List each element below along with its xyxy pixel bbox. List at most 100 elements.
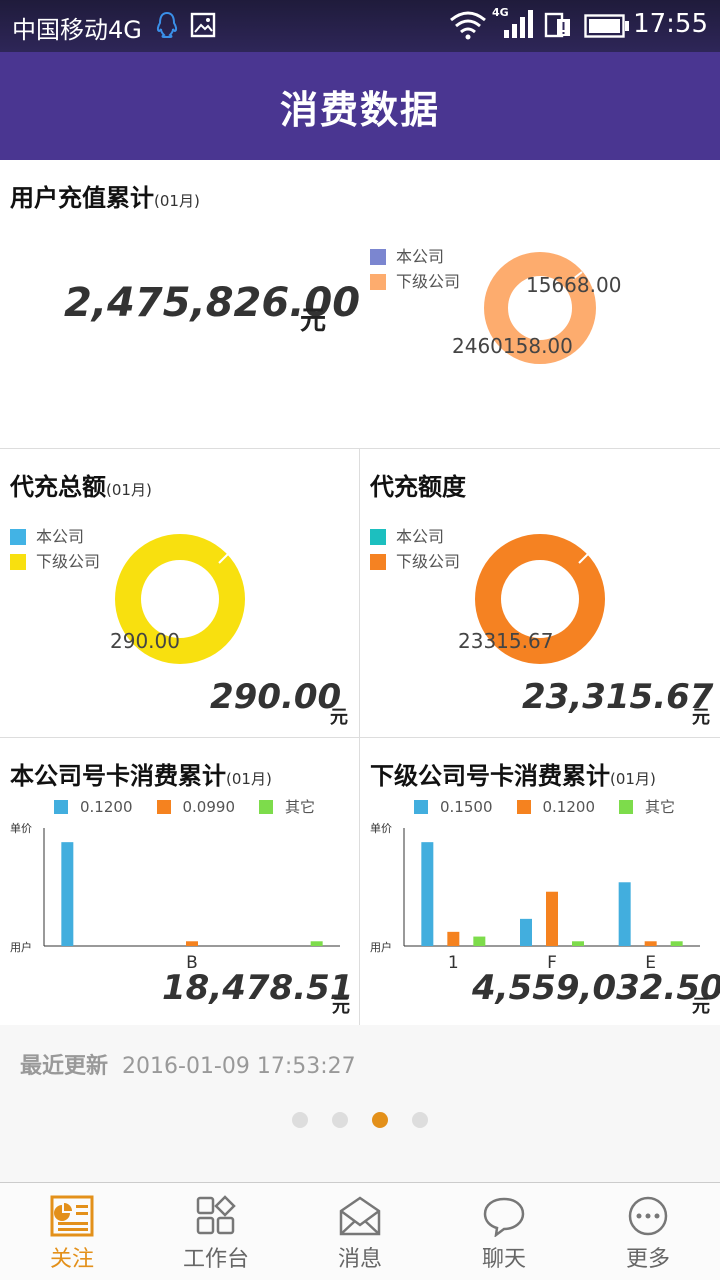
legend-label: 下级公司 xyxy=(396,272,461,291)
proxy-quota-title-text: 代充额度 xyxy=(370,473,466,501)
follow-icon xyxy=(50,1195,94,1237)
proxy-quota-panel[interactable]: 代充额度 本公司 下级公司 23315.67 23,315.67 元 xyxy=(360,449,720,737)
legend-swatch xyxy=(54,799,68,814)
recharge-legend: 本公司 下级公司 xyxy=(370,244,460,294)
legend-label: 下级公司 xyxy=(36,552,101,571)
bar[interactable] xyxy=(644,941,657,946)
category-label: E xyxy=(645,953,656,973)
y-axis-label-top: 单价 xyxy=(370,822,392,835)
bar[interactable] xyxy=(572,941,584,946)
recharge-donut[interactable] xyxy=(480,248,600,368)
donut-separator xyxy=(572,271,583,280)
legend-item: 0.1500 xyxy=(414,796,493,817)
proxy-quota-title: 代充额度 xyxy=(370,467,466,502)
y-axis-label-bottom: 用户 xyxy=(370,941,392,954)
page-dot[interactable] xyxy=(332,1112,348,1128)
proxy-quota-donut[interactable] xyxy=(470,529,610,669)
legend-item: 0.0990 xyxy=(156,796,236,817)
bar[interactable] xyxy=(670,941,683,946)
legend-label: 本公司 xyxy=(36,527,85,546)
recharge-total: 2,475,826.00 xyxy=(64,280,361,326)
legend-item: 0.1200 xyxy=(54,796,133,817)
legend-label: 0.0990 xyxy=(182,797,236,816)
legend-item: 下级公司 xyxy=(10,549,100,574)
signal-icon: 4G xyxy=(492,6,533,38)
bar[interactable] xyxy=(61,842,74,946)
legend-label: 0.1200 xyxy=(542,797,596,816)
legend-item: 下级公司 xyxy=(370,269,460,294)
donut-slice-sub[interactable] xyxy=(484,252,596,364)
sub-cards-period: (01月) xyxy=(610,770,656,788)
recharge-panel[interactable]: 用户充值累计(01月) 2,475,826.00 元 本公司 下级公司 1566… xyxy=(0,160,720,448)
nav-item-follow[interactable]: 关注 xyxy=(0,1183,144,1280)
company-cards-title-text: 本公司号卡消费累计 xyxy=(10,762,226,790)
legend-item: 其它 xyxy=(619,796,675,817)
proxy-total-period: (01月) xyxy=(106,481,152,499)
wifi-icon xyxy=(450,11,486,40)
proxy-total-legend: 本公司 下级公司 xyxy=(10,524,100,574)
nav-label: 工作台 xyxy=(182,1247,249,1272)
recharge-unit: 元 xyxy=(300,306,327,336)
divider xyxy=(359,738,360,1025)
chat-icon xyxy=(483,1197,525,1237)
legend-swatch xyxy=(156,799,171,814)
proxy-quota-value: 23,315.67 xyxy=(522,677,714,717)
page-dot[interactable] xyxy=(292,1112,308,1128)
battery-icon xyxy=(584,14,629,38)
legend-label: 其它 xyxy=(285,798,316,816)
sub-cards-chart[interactable]: 1 F E xyxy=(360,738,720,1025)
page-dot[interactable] xyxy=(412,1112,428,1128)
divider xyxy=(359,449,360,737)
category-label: 1 xyxy=(448,953,459,973)
donut-slice-sub[interactable] xyxy=(475,534,605,664)
bar[interactable] xyxy=(618,882,631,946)
proxy-total-unit: 元 xyxy=(330,707,348,728)
workbench-icon xyxy=(196,1195,236,1235)
nav-label: 聊天 xyxy=(481,1247,526,1272)
clock: 17:55 xyxy=(633,9,708,39)
bar[interactable] xyxy=(310,941,323,946)
donut-separator xyxy=(218,551,231,564)
legend-label: 本公司 xyxy=(396,247,445,266)
sub-cards-legend: 0.1500 0.1200 其它 xyxy=(414,796,675,817)
nav-item-message[interactable]: 消息 xyxy=(288,1183,432,1280)
divider xyxy=(0,737,720,738)
legend-swatch xyxy=(10,553,26,570)
nav-item-chat[interactable]: 聊天 xyxy=(432,1183,576,1280)
proxy-total-panel[interactable]: 代充总额(01月) 本公司 下级公司 290.00 290.00 元 xyxy=(0,449,359,737)
nav-label: 消息 xyxy=(337,1247,382,1272)
qq-icon xyxy=(156,11,178,38)
proxy-total-title: 代充总额(01月) xyxy=(10,467,152,502)
nav-label: 关注 xyxy=(49,1247,94,1272)
recharge-period: (01月) xyxy=(154,192,200,210)
sub-cards-panel[interactable]: 下级公司号卡消费累计(01月) 0.1500 0.1200 其它 单价 用户 1… xyxy=(360,738,720,1025)
legend-item: 本公司 xyxy=(370,244,460,269)
sub-cards-title: 下级公司号卡消费累计(01月) xyxy=(370,756,656,791)
bar[interactable] xyxy=(473,936,486,946)
image-icon xyxy=(190,12,216,38)
company-cards-panel[interactable]: 本公司号卡消费累计(01月) 0.1200 0.0990 其它 单价 用户 B … xyxy=(0,738,359,1025)
recharge-label-sub: 2460158.00 xyxy=(452,334,573,358)
divider xyxy=(0,448,720,449)
recharge-title: 用户充值累计(01月) xyxy=(10,178,200,213)
nav-item-workbench[interactable]: 工作台 xyxy=(144,1183,288,1280)
donut-slice-sub[interactable] xyxy=(115,534,245,664)
carrier-name: 中国移动4G xyxy=(12,16,142,44)
page-dot[interactable] xyxy=(372,1112,388,1128)
company-cards-legend: 0.1200 0.0990 其它 xyxy=(54,796,315,817)
bar[interactable] xyxy=(421,842,434,946)
bar[interactable] xyxy=(447,931,460,946)
page-indicator[interactable] xyxy=(0,1112,720,1128)
bar[interactable] xyxy=(546,891,558,946)
proxy-total-donut[interactable] xyxy=(110,529,250,669)
legend-swatch xyxy=(370,553,386,570)
legend-swatch xyxy=(259,799,273,814)
category-label: B xyxy=(186,953,198,973)
bar[interactable] xyxy=(186,941,198,946)
company-cards-chart[interactable]: B xyxy=(0,738,359,1025)
legend-item: 本公司 xyxy=(370,524,460,549)
bar[interactable] xyxy=(520,918,532,946)
legend-swatch xyxy=(370,248,386,265)
nav-item-more[interactable]: 更多 xyxy=(576,1183,720,1280)
sub-cards-unit: 元 xyxy=(692,996,710,1017)
